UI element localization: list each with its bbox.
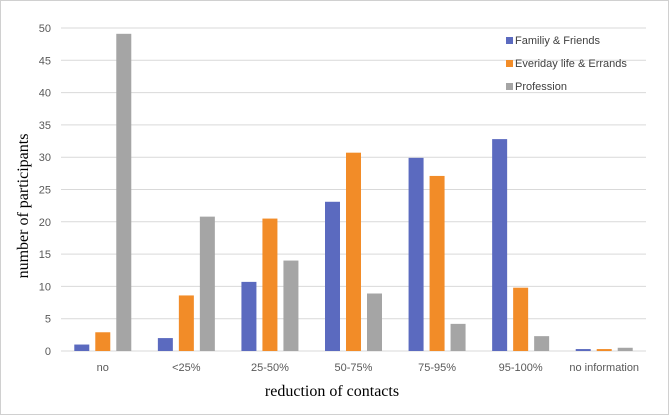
- y-tick-label: 30: [39, 152, 51, 164]
- bar-familiy-friends: [74, 344, 90, 351]
- bar-profession: [283, 260, 299, 351]
- x-tick-label: no information: [569, 362, 639, 374]
- bar-familiy-friends: [241, 281, 257, 351]
- bar-profession: [367, 293, 382, 351]
- x-tick-label: 25-50%: [251, 362, 289, 374]
- bar-everiday-life-errands: [178, 295, 194, 351]
- x-tick-label: no: [97, 362, 109, 374]
- y-tick-label: 10: [39, 281, 51, 293]
- bar-everiday-life-errands: [596, 349, 612, 351]
- bar-everiday-life-errands: [346, 152, 361, 351]
- legend: Familiy & Friends Everiday life & Errands…: [506, 35, 627, 93]
- y-axis-ticks: 0 5 10 15 20 25 30 35 40 45 50: [39, 23, 51, 358]
- bar-familiy-friends: [157, 338, 173, 351]
- bar-everiday-life-errands: [262, 218, 278, 351]
- bar-profession: [617, 347, 633, 351]
- bar-everiday-life-errands: [513, 287, 529, 351]
- y-tick-label: 35: [39, 120, 51, 132]
- y-tick-label: 20: [39, 217, 51, 229]
- bar-profession: [450, 323, 466, 351]
- y-tick-label: 5: [45, 314, 51, 326]
- legend-swatch: [506, 60, 513, 67]
- legend-swatch: [506, 83, 513, 90]
- y-tick-label: 40: [39, 88, 51, 100]
- legend-label: Everiday life & Errands: [515, 58, 627, 70]
- bar-everiday-life-errands: [429, 175, 445, 351]
- bar-profession: [116, 33, 132, 352]
- legend-swatch: [506, 37, 513, 44]
- y-tick-label: 0: [45, 346, 51, 358]
- x-axis-ticks: no <25% 25-50% 50-75% 75-95% 95-100% no inform…: [97, 362, 639, 374]
- x-tick-label: 50-75%: [335, 362, 373, 374]
- bar-familiy-friends: [408, 157, 424, 351]
- legend-label: Profession: [515, 81, 567, 93]
- x-axis-title: reduction of contacts: [265, 383, 399, 400]
- bar-profession: [199, 216, 215, 351]
- bar-everiday-life-errands: [95, 332, 111, 351]
- x-tick-label: <25%: [172, 362, 201, 374]
- y-tick-label: 15: [39, 249, 51, 261]
- bar-familiy-friends: [325, 201, 340, 351]
- bars: [74, 33, 633, 352]
- y-tick-label: 45: [39, 55, 51, 67]
- y-tick-label: 50: [39, 23, 51, 35]
- y-tick-label: 25: [39, 185, 51, 197]
- bar-familiy-friends: [575, 349, 591, 351]
- bar-familiy-friends: [492, 139, 508, 351]
- y-axis-title: number of participants: [15, 134, 32, 279]
- x-tick-label: 75-95%: [418, 362, 456, 374]
- legend-label: Familiy & Friends: [515, 35, 600, 47]
- bar-profession: [534, 336, 550, 351]
- x-tick-label: 95-100%: [499, 362, 543, 374]
